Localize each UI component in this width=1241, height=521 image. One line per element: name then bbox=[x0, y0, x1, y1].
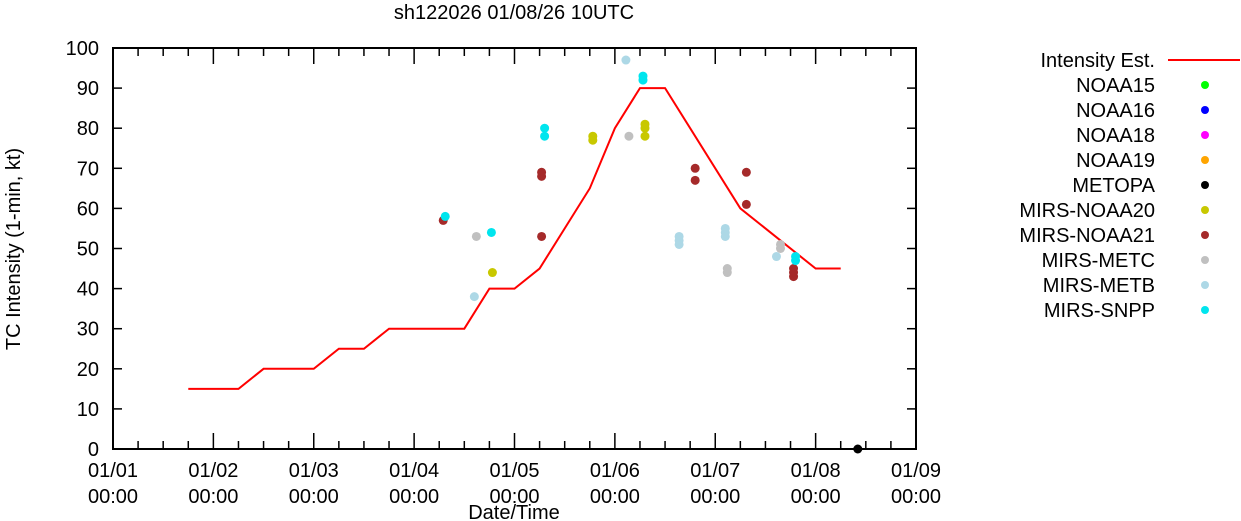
legend-label-noaa16: NOAA16 bbox=[1076, 100, 1155, 122]
x-axis-label: Date/Time bbox=[468, 502, 560, 521]
legend-marker-mirs-noaa20 bbox=[1201, 206, 1209, 214]
mirs-noaa20-point bbox=[487, 268, 497, 278]
x-tick-label: 01/05 bbox=[489, 460, 539, 482]
x-tick-label-time: 00:00 bbox=[289, 486, 339, 508]
x-tick-label-time: 00:00 bbox=[891, 486, 941, 508]
legend-marker-noaa16 bbox=[1201, 106, 1209, 114]
mirs-noaa20-point bbox=[588, 135, 598, 145]
y-tick-label: 50 bbox=[77, 239, 99, 261]
mirs-metb-point bbox=[469, 292, 479, 302]
y-tick-label: 30 bbox=[77, 319, 99, 341]
legend-marker-mirs-noaa21 bbox=[1201, 231, 1209, 239]
mirs-metc-point bbox=[471, 231, 481, 241]
legend-label-mirs-noaa20: MIRS-NOAA20 bbox=[1019, 200, 1155, 222]
x-tick-label-time: 00:00 bbox=[88, 486, 138, 508]
x-tick-label-time: 00:00 bbox=[590, 486, 640, 508]
mirs-noaa21-point bbox=[690, 175, 700, 185]
legend-label-noaa15: NOAA15 bbox=[1076, 75, 1155, 97]
y-tick-label: 80 bbox=[77, 118, 99, 140]
mirs-snpp-point bbox=[791, 256, 801, 266]
mirs-metc-point bbox=[775, 244, 785, 253]
legend-marker-metopa bbox=[1201, 181, 1209, 189]
mirs-noaa21-point bbox=[690, 163, 700, 173]
legend-marker-mirs-metc bbox=[1201, 256, 1209, 264]
intensity-estimate-line bbox=[188, 87, 841, 390]
mirs-metb-point bbox=[674, 239, 684, 249]
y-tick-label: 90 bbox=[77, 78, 99, 100]
x-tick-label: 01/07 bbox=[690, 460, 740, 482]
x-tick-label: 01/01 bbox=[88, 460, 138, 482]
mirs-noaa21-point bbox=[741, 199, 751, 209]
legend-label-noaa19: NOAA19 bbox=[1076, 150, 1155, 172]
legend-marker-mirs-snpp bbox=[1201, 306, 1209, 314]
x-tick-label-time: 00:00 bbox=[791, 486, 841, 508]
legend-label-mirs-metb: MIRS-METB bbox=[1043, 275, 1155, 297]
legend-marker-noaa18 bbox=[1201, 131, 1209, 139]
mirs-snpp-point bbox=[486, 227, 496, 237]
legend-label-mirs-metc: MIRS-METC bbox=[1042, 250, 1155, 272]
mirs-metc-point bbox=[624, 131, 634, 141]
x-tick-label: 01/09 bbox=[891, 460, 941, 482]
mirs-metc-point bbox=[722, 268, 732, 278]
y-tick-label: 100 bbox=[66, 38, 99, 60]
mirs-snpp-point bbox=[540, 131, 550, 141]
y-tick-label: 0 bbox=[88, 439, 99, 461]
mirs-snpp-point bbox=[638, 75, 648, 85]
mirs-noaa20-point bbox=[640, 123, 650, 133]
y-tick-label: 10 bbox=[77, 399, 99, 421]
legend-label-mirs-noaa21: MIRS-NOAA21 bbox=[1019, 225, 1155, 247]
legend-marker-noaa19 bbox=[1201, 156, 1209, 164]
y-tick-label: 60 bbox=[77, 198, 99, 220]
mirs-noaa20-point bbox=[640, 131, 650, 141]
y-axis-label: TC Intensity (1-min, kt) bbox=[3, 148, 25, 350]
x-tick-label-time: 00:00 bbox=[188, 486, 238, 508]
x-tick-label-time: 00:00 bbox=[489, 486, 539, 508]
mirs-metb-point bbox=[771, 252, 781, 262]
x-tick-label-time: 00:00 bbox=[690, 486, 740, 508]
legend-label-mirs-snpp: MIRS-SNPP bbox=[1044, 300, 1155, 322]
y-tick-label: 70 bbox=[77, 158, 99, 180]
mirs-snpp-point bbox=[540, 123, 550, 133]
legend-marker-mirs-metb bbox=[1201, 281, 1209, 289]
legend-label-noaa18: NOAA18 bbox=[1076, 125, 1155, 147]
legend-label-intensity-est: Intensity Est. bbox=[1041, 50, 1156, 72]
x-tick-label: 01/02 bbox=[188, 460, 238, 482]
mirs-metb-point bbox=[720, 231, 730, 241]
y-tick-label: 40 bbox=[77, 279, 99, 301]
x-tick-label: 01/08 bbox=[791, 460, 841, 482]
x-tick-label: 01/06 bbox=[590, 460, 640, 482]
legend-label-metopa: METOPA bbox=[1072, 175, 1155, 197]
mirs-noaa21-point bbox=[537, 231, 547, 241]
x-tick-label: 01/03 bbox=[289, 460, 339, 482]
mirs-metb-point bbox=[621, 55, 631, 65]
mirs-noaa21-point bbox=[741, 167, 751, 177]
metopa-point bbox=[853, 444, 863, 454]
mirs-snpp-point bbox=[440, 211, 450, 221]
y-tick-label: 20 bbox=[77, 359, 99, 381]
legend-marker-noaa15 bbox=[1201, 81, 1209, 89]
mirs-noaa21-point bbox=[537, 171, 547, 181]
x-tick-label: 01/04 bbox=[389, 460, 439, 482]
chart-title: sh122026 01/08/26 10UTC bbox=[394, 2, 634, 24]
mirs-noaa21-point bbox=[789, 272, 799, 282]
x-tick-label-time: 00:00 bbox=[389, 486, 439, 508]
